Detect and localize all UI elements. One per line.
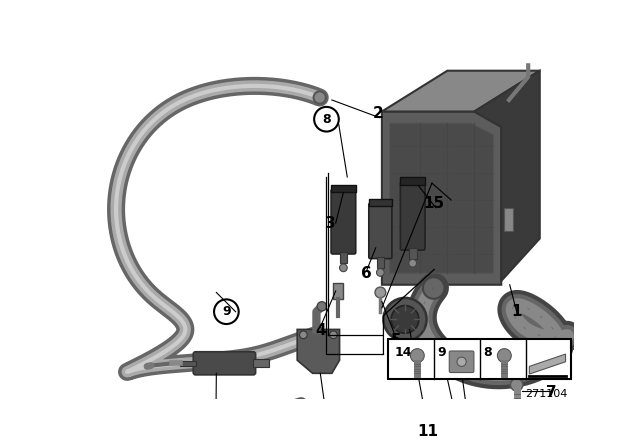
Polygon shape xyxy=(529,354,566,374)
Bar xyxy=(401,177,425,185)
Circle shape xyxy=(310,329,323,341)
Text: 5: 5 xyxy=(390,333,401,348)
Bar xyxy=(331,185,356,192)
Bar xyxy=(180,361,196,366)
FancyBboxPatch shape xyxy=(449,351,474,373)
Polygon shape xyxy=(382,71,540,112)
Circle shape xyxy=(375,287,386,298)
Circle shape xyxy=(314,91,326,103)
Text: 11: 11 xyxy=(418,423,438,439)
Circle shape xyxy=(296,400,306,409)
Circle shape xyxy=(497,349,511,362)
Bar xyxy=(376,257,384,268)
FancyBboxPatch shape xyxy=(193,352,255,375)
FancyBboxPatch shape xyxy=(369,203,392,258)
Text: 9: 9 xyxy=(438,346,446,359)
Text: 2: 2 xyxy=(372,106,383,121)
Text: 271104: 271104 xyxy=(525,389,568,400)
Text: 1: 1 xyxy=(511,304,522,319)
Circle shape xyxy=(383,298,427,341)
Bar xyxy=(388,339,572,379)
Circle shape xyxy=(511,379,523,391)
Circle shape xyxy=(376,269,384,276)
Circle shape xyxy=(330,331,337,339)
Bar xyxy=(253,359,269,367)
Polygon shape xyxy=(297,329,340,373)
Text: 9: 9 xyxy=(222,305,230,318)
Circle shape xyxy=(410,349,424,362)
FancyBboxPatch shape xyxy=(331,189,356,254)
Circle shape xyxy=(340,264,348,271)
FancyBboxPatch shape xyxy=(401,181,425,250)
Polygon shape xyxy=(474,71,540,281)
Circle shape xyxy=(391,306,419,333)
Text: 3: 3 xyxy=(325,215,335,231)
Circle shape xyxy=(217,424,231,438)
Bar xyxy=(333,283,344,299)
Polygon shape xyxy=(382,112,501,285)
Bar xyxy=(504,208,513,231)
Text: 6: 6 xyxy=(361,266,372,281)
Bar xyxy=(340,252,348,263)
Circle shape xyxy=(457,357,466,366)
Polygon shape xyxy=(390,123,493,273)
Circle shape xyxy=(300,331,307,339)
Text: 4: 4 xyxy=(315,323,326,338)
Circle shape xyxy=(423,277,444,299)
Text: 14: 14 xyxy=(394,346,412,359)
Bar xyxy=(409,248,417,258)
Text: 7: 7 xyxy=(546,385,557,400)
Circle shape xyxy=(409,259,417,267)
Text: 8: 8 xyxy=(484,346,492,359)
Circle shape xyxy=(317,302,326,311)
Bar xyxy=(369,198,392,206)
Text: 15: 15 xyxy=(424,196,445,211)
Text: 8: 8 xyxy=(322,113,331,126)
